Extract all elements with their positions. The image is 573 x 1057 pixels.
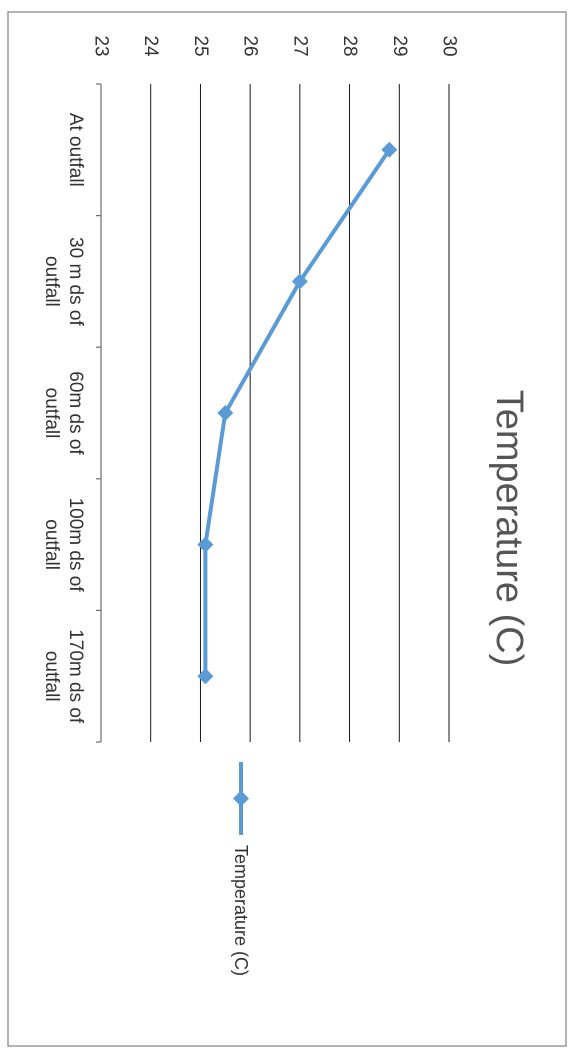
legend-label: Temperature (C) [231, 845, 251, 976]
plot-area: 23 24 25 26 27 28 29 30 At outfall 30 m ds ofoutf… [41, 35, 460, 743]
category-label: 100m ds ofoutfall [41, 498, 86, 593]
data-point [217, 405, 234, 421]
value-tick-label: 27 [289, 35, 310, 56]
value-tick-label: 30 [439, 35, 460, 56]
category-label: At outfall [65, 113, 86, 187]
value-tick-label: 29 [389, 35, 410, 56]
legend-marker [233, 790, 249, 807]
category-label: 60m ds ofoutfall [41, 371, 86, 455]
value-tick-label: 26 [240, 35, 261, 56]
value-tick-label: 28 [339, 35, 360, 56]
data-point [197, 536, 214, 553]
value-tick-label: 23 [91, 35, 112, 56]
data-point [381, 141, 398, 158]
category-label: 30 m ds ofoutfall [41, 237, 86, 326]
chart-border [7, 11, 567, 1047]
data-point [291, 273, 308, 290]
chart-title: Temperature (C) [488, 390, 530, 667]
data-point [197, 668, 214, 685]
category-label: 170m ds ofoutfall [41, 629, 86, 724]
value-tick-label: 25 [190, 35, 211, 56]
legend: Temperature (C) [231, 762, 251, 976]
value-tick-label: 24 [140, 35, 161, 57]
